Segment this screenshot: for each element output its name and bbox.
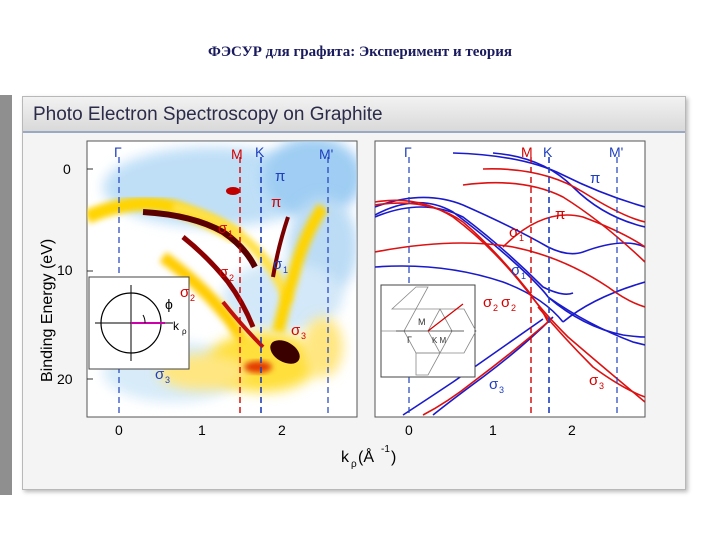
label-sigma3-sub-left-red: 3 xyxy=(301,331,306,341)
x-label-unit: (Å xyxy=(358,447,374,466)
x-axis-right: 0 1 2 xyxy=(405,422,576,438)
left-sidebar-bar xyxy=(0,95,12,495)
label-sigma2b-sub-right-red: 2 xyxy=(511,303,516,313)
x-tick-left-0: 0 xyxy=(115,422,123,438)
left-inset-diagram: ϕ k ρ xyxy=(88,276,190,370)
inset-m-label: M xyxy=(418,317,426,327)
x-tick-right-2: 2 xyxy=(568,422,576,438)
y-tick-10: 10 xyxy=(57,262,73,278)
band-labels-right: π π σ 1 σ 1 σ 2 σ 2 σ 3 σ 3 xyxy=(483,170,604,395)
label-sigma1-left-red: σ xyxy=(218,220,228,237)
inset-k-sub-label: ρ xyxy=(182,327,187,336)
label-pi-left-blue: π xyxy=(275,168,285,185)
x-tick-left-2: 2 xyxy=(278,422,286,438)
label-sigma1-sub-right-red: 1 xyxy=(519,233,524,243)
label-sigma2-sub-left-red: 2 xyxy=(229,273,234,283)
label-sigma1-left-blue: σ xyxy=(273,256,283,273)
label-mprime-left: M' xyxy=(319,146,333,162)
symmetry-labels-left: Γ M K M' xyxy=(114,144,333,162)
right-inset-brillouin-zone: M Γ K M xyxy=(380,284,477,378)
label-sigma3-right-red: σ xyxy=(589,372,599,389)
inset-k-label: k xyxy=(173,319,180,333)
inset-phi-label: ϕ xyxy=(165,296,173,312)
label-sigma1-sub-left-blue: 1 xyxy=(283,265,288,275)
x-label-k: k xyxy=(341,449,350,466)
label-sigma1-right-red: σ xyxy=(509,224,519,241)
label-sigma3-sub-right-blue: 3 xyxy=(499,385,504,395)
label-sigma3-left-blue: σ xyxy=(155,366,165,383)
x-tick-left-1: 1 xyxy=(198,422,206,438)
label-sigma2-sub-right-red: 2 xyxy=(493,303,498,313)
x-label-exp: -1 xyxy=(381,444,390,455)
label-pi-left-red: π xyxy=(271,194,281,211)
panel-title: Photo Electron Spectroscopy on Graphite xyxy=(33,104,383,125)
label-m-left: M xyxy=(231,146,243,162)
y-tick-20: 20 xyxy=(57,371,73,387)
x-axis-left: 0 1 2 xyxy=(115,422,286,438)
label-pi-right-blue: π xyxy=(590,170,600,187)
figure-svg: ϕ k ρ xyxy=(39,140,646,470)
label-sigma3-sub-right-red: 3 xyxy=(599,381,604,391)
figure-panel: Photo Electron Spectroscopy on Graphite xyxy=(22,96,686,490)
y-axis-label: Binding Energy (eV) xyxy=(39,239,56,382)
x-axis-label: k ρ (Å -1 ) xyxy=(341,444,396,470)
x-tick-right-0: 0 xyxy=(405,422,413,438)
x-label-close: ) xyxy=(391,449,396,466)
label-sigma2-right-red: σ xyxy=(483,294,493,311)
band-labels-left: π π σ 1 σ 1 σ 2 σ 2 σ 3 σ 3 xyxy=(155,168,306,385)
y-tick-0: 0 xyxy=(63,161,71,177)
label-k-left: K xyxy=(255,144,265,160)
x-label-rho: ρ xyxy=(351,459,357,470)
label-m-right: M xyxy=(521,144,533,160)
label-sigma1-sub-right-blue: 1 xyxy=(521,271,526,281)
label-pi-right-red: π xyxy=(555,206,565,223)
symmetry-labels-right: Γ M K M' xyxy=(404,144,623,160)
label-sigma1-right-blue: σ xyxy=(511,262,521,279)
inset-gamma-label: Γ xyxy=(407,335,412,345)
label-sigma2-left-red-2: σ xyxy=(180,284,190,301)
label-sigma3-right-blue: σ xyxy=(489,376,499,393)
label-sigma1-sub-left-red: 1 xyxy=(228,229,233,239)
y-axis: 0 10 20 Binding Energy (eV) xyxy=(39,161,93,387)
panel-header: Photo Electron Spectroscopy on Graphite xyxy=(23,97,685,133)
label-sigma3-left-red: σ xyxy=(291,322,301,339)
label-gamma-right: Γ xyxy=(404,144,412,160)
inset-km-label: K M xyxy=(432,336,447,345)
x-tick-right-1: 1 xyxy=(489,422,497,438)
slide-title: ФЭСУР для графита: Эксперимент и теория xyxy=(208,44,512,60)
label-sigma3-sub-left-blue: 3 xyxy=(165,375,170,385)
label-gamma-left: Γ xyxy=(114,144,122,160)
label-sigma2-sub-left-red-2: 2 xyxy=(190,293,195,303)
label-sigma2b-right-red: σ xyxy=(501,294,511,311)
label-mprime-right: M' xyxy=(609,144,623,160)
label-sigma2-left-red: σ xyxy=(219,264,229,281)
label-k-right: K xyxy=(543,144,553,160)
